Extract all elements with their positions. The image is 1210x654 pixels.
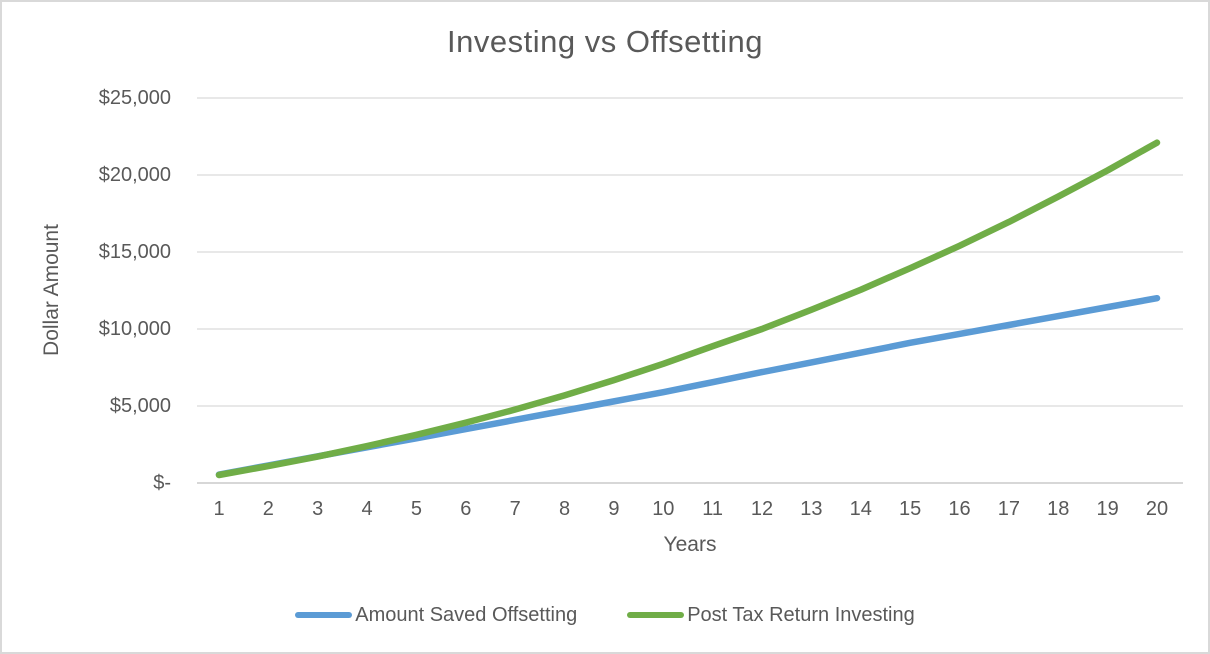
y-tick-label: $20,000	[98, 164, 171, 186]
x-tick-label: 14	[849, 498, 872, 520]
x-tick-label: 15	[899, 498, 922, 520]
x-tick-label: 8	[559, 498, 571, 520]
legend-item-amount-saved-offsetting: Amount Saved Offsetting	[295, 602, 577, 628]
y-tick-label: $25,000	[98, 87, 171, 109]
x-tick-label: 3	[312, 498, 324, 520]
y-axis-title: Dollar Amount	[40, 224, 63, 356]
series-line-1	[215, 139, 1161, 479]
x-tick-label: 10	[652, 498, 675, 520]
y-tick-label: $15,000	[98, 241, 171, 263]
x-tick-label: 17	[997, 498, 1021, 520]
x-tick-label: 1	[213, 498, 225, 520]
x-tick-label: 16	[948, 498, 971, 520]
y-tick-label: $10,000	[98, 318, 171, 340]
legend-label: Amount Saved Offsetting	[355, 604, 578, 626]
x-tick-label: 13	[800, 498, 823, 520]
x-tick-label: 6	[460, 498, 472, 520]
x-tick-label: 18	[1047, 498, 1070, 520]
x-tick-label: 5	[410, 498, 423, 520]
x-axis-title: Years	[663, 533, 717, 556]
x-tick-label: 11	[702, 498, 724, 520]
x-tick-label: 2	[262, 498, 274, 520]
x-tick-label: 9	[608, 498, 620, 520]
legend-line-swatch-green	[627, 612, 685, 618]
x-tick-label: 4	[361, 498, 373, 520]
y-tick-label: $-	[153, 472, 171, 494]
x-tick-label: 7	[509, 498, 521, 520]
legend: Amount Saved Offsetting Post Tax Return …	[2, 602, 1208, 628]
y-tick-label: $5,000	[109, 395, 171, 417]
chart-title: Investing vs Offsetting	[447, 24, 763, 59]
legend-label: Post Tax Return Investing	[687, 604, 915, 626]
x-tick-label: 19	[1096, 498, 1119, 520]
x-tick-label: 12	[750, 498, 774, 520]
legend-line-swatch-blue	[295, 612, 353, 618]
x-tick-label: 20	[1145, 498, 1169, 520]
legend-item-post-tax-return-investing: Post Tax Return Investing	[627, 602, 915, 628]
